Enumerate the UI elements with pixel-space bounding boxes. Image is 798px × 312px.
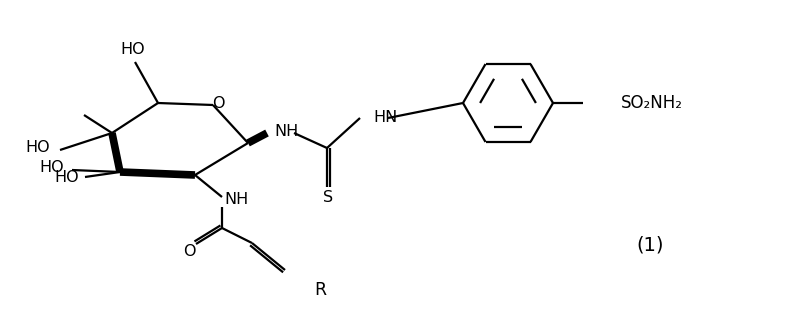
Text: HO: HO (40, 159, 65, 174)
Text: O: O (183, 245, 196, 260)
Text: HO: HO (55, 169, 79, 184)
Text: HO: HO (120, 41, 145, 56)
Text: NH: NH (274, 124, 298, 139)
Text: (1): (1) (636, 236, 664, 255)
Text: HN: HN (373, 110, 397, 124)
Text: R: R (314, 281, 326, 299)
Text: HO: HO (26, 140, 50, 155)
Text: S: S (323, 189, 333, 204)
Text: O: O (211, 95, 224, 110)
Text: SO₂NH₂: SO₂NH₂ (621, 94, 683, 112)
Text: NH: NH (224, 192, 248, 207)
